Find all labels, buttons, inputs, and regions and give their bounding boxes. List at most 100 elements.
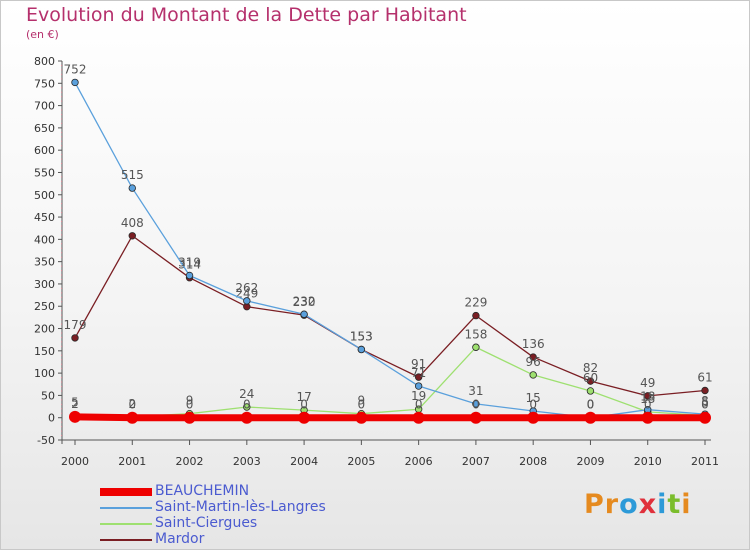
data-point [584,411,597,424]
data-label: 249 [235,287,258,301]
data-point [527,411,540,424]
data-point [472,400,480,408]
y-tick-label: 600 [34,144,55,157]
data-label: 60 [583,371,598,385]
legend-swatch [100,507,152,509]
data-label: 61 [697,371,712,385]
data-point [243,297,251,305]
logo-letter: r [604,489,620,520]
data-point [357,345,366,354]
logo-letter: i [681,489,692,520]
data-label: 0 [529,398,537,412]
data-point [529,353,537,361]
data-label: 15 [526,391,541,405]
data-label: 153 [350,329,373,343]
data-label: 0 [587,398,595,412]
data-label: 136 [522,337,545,351]
data-label: 2 [128,397,136,411]
data-point [298,411,311,424]
data-label: 230 [293,295,316,309]
data-label: 5 [71,395,79,409]
y-tick-label: 0 [48,412,55,425]
data-label: 13 [640,392,655,406]
data-point [529,371,537,379]
data-label: 19 [411,389,426,403]
chart-unit: (en €) [26,28,59,41]
x-tick-label: 2005 [347,455,375,468]
data-label: 158 [464,327,487,341]
data-label: 179 [64,318,87,332]
data-label: 0 [415,398,423,412]
y-tick-label: 750 [34,77,55,90]
data-point [128,184,136,192]
data-label: 0 [701,398,709,412]
data-label: 24 [239,387,254,401]
y-tick-label: 200 [34,323,55,336]
data-point [586,377,595,385]
y-tick-label: 650 [34,122,55,135]
data-label: 232 [293,294,316,308]
chart-title: Evolution du Montant de la Dette par Hab… [26,4,467,26]
data-label: 0 [472,398,480,412]
x-tick-label: 2000 [61,455,89,468]
y-tick-label: 700 [34,100,55,113]
x-tick-label: 2007 [462,455,490,468]
data-point [355,411,368,424]
data-label: 314 [178,258,201,272]
x-tick-label: 2009 [576,455,604,468]
data-point [300,310,308,318]
data-point [701,386,709,395]
legend-swatch [100,523,152,525]
data-point [240,411,253,424]
data-label: 0 [186,398,194,412]
data-label: 18 [640,390,655,404]
y-tick-label: 300 [34,278,55,291]
data-point [71,334,79,342]
data-label: 262 [235,281,258,295]
data-point [243,403,251,411]
data-label: 17 [296,390,311,404]
legend-label: Saint-Ciergues [155,515,258,531]
data-point [469,411,482,424]
data-label: 82 [583,361,598,375]
data-point [412,411,425,424]
legend-label: BEAUCHEMIN [155,483,250,499]
data-label: 96 [526,355,541,369]
data-label: 0 [128,398,136,412]
data-point [183,411,196,424]
data-point [128,232,136,240]
y-tick-label: 150 [34,345,55,358]
data-label: 319 [178,255,201,269]
y-tick-label: 550 [34,166,55,179]
y-tick-label: 350 [34,256,55,269]
data-point [69,410,81,423]
y-tick-label: 800 [34,55,55,68]
data-label: 8 [701,394,709,408]
y-tick-label: -50 [37,434,55,447]
data-point [699,411,711,424]
x-tick-label: 2003 [233,455,261,468]
y-tick-label: 450 [34,211,55,224]
data-point [641,411,654,424]
data-label: 9 [186,394,194,408]
data-point [126,411,139,424]
data-point [586,387,595,395]
legend-label: Mardor [155,531,205,547]
y-tick-label: 100 [34,367,55,380]
legend-label: Saint-Martin-lès-Langres [155,499,326,515]
logo-letter: o [619,489,639,520]
data-point [414,373,423,381]
data-point [185,271,194,280]
legend-swatch [100,539,152,541]
x-tick-label: 2002 [176,455,204,468]
x-tick-label: 2004 [290,455,318,468]
data-label: 0 [243,398,251,412]
data-point [644,392,652,400]
data-label: 71 [411,366,426,380]
data-label: 515 [121,168,144,182]
y-tick-label: 500 [34,189,55,202]
data-point [414,382,423,390]
data-label: 408 [121,216,144,230]
series-line-1 [74,82,706,419]
